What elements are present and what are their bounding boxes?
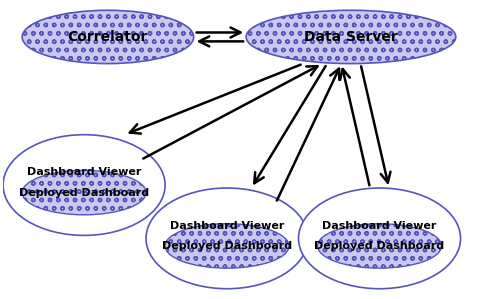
Ellipse shape bbox=[298, 188, 459, 289]
Text: Data Server: Data Server bbox=[303, 30, 397, 44]
Ellipse shape bbox=[165, 224, 288, 268]
Text: Deployed Dashboard: Deployed Dashboard bbox=[314, 241, 444, 251]
Ellipse shape bbox=[3, 135, 165, 235]
Text: Dashboard Viewer: Dashboard Viewer bbox=[27, 167, 141, 178]
Ellipse shape bbox=[22, 170, 146, 215]
Text: Correlator: Correlator bbox=[68, 30, 148, 44]
Text: Deployed Dashboard: Deployed Dashboard bbox=[19, 187, 149, 198]
Text: Dashboard Viewer: Dashboard Viewer bbox=[322, 221, 436, 231]
Ellipse shape bbox=[246, 10, 455, 64]
Ellipse shape bbox=[317, 224, 441, 268]
Ellipse shape bbox=[22, 10, 193, 64]
Ellipse shape bbox=[146, 188, 307, 289]
Text: Deployed Dashboard: Deployed Dashboard bbox=[162, 241, 291, 251]
Text: Dashboard Viewer: Dashboard Viewer bbox=[169, 221, 284, 231]
